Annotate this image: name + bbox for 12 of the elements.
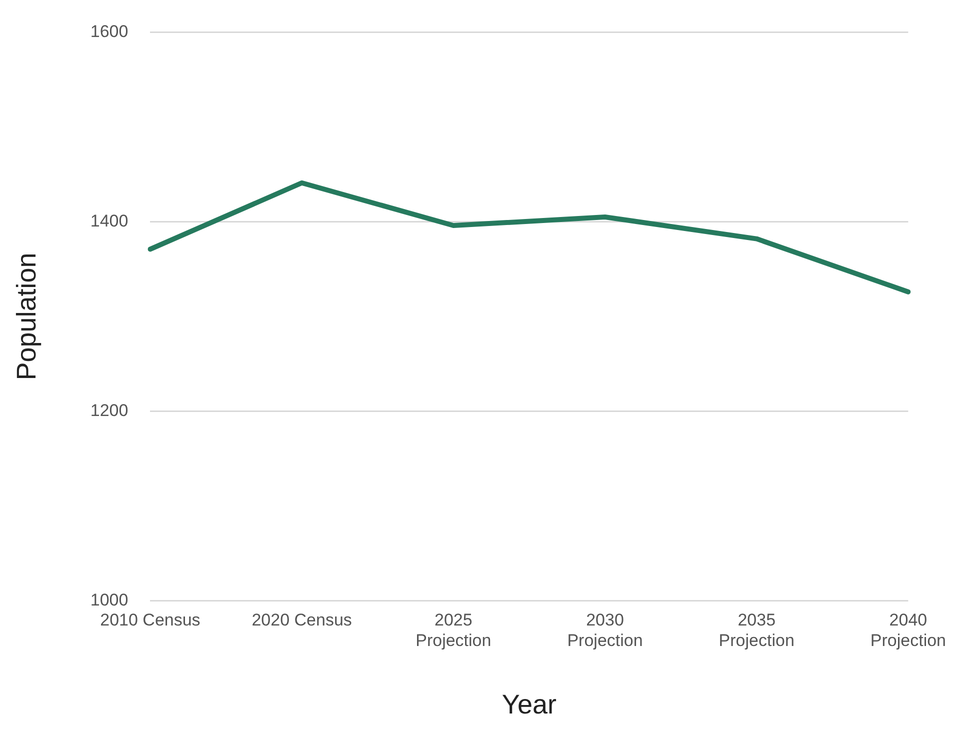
x-tick-label: 2035 Projection — [718, 610, 794, 650]
x-tick-label: 2025 Projection — [416, 610, 492, 650]
x-tick-label: 2030 Projection — [567, 610, 643, 650]
x-tick-label: 2020 Census — [252, 610, 352, 630]
y-tick-label: 1200 — [90, 400, 128, 420]
y-tick-label: 1400 — [90, 211, 128, 230]
x-tick-label: 2040 Projection — [870, 610, 946, 650]
x-tick-label: 2010 Census — [100, 610, 200, 630]
y-tick-label: 1000 — [90, 590, 128, 610]
x-axis-title: Year — [502, 689, 556, 720]
y-axis-title: Population — [12, 252, 42, 380]
y-tick-label: 1600 — [90, 22, 128, 41]
